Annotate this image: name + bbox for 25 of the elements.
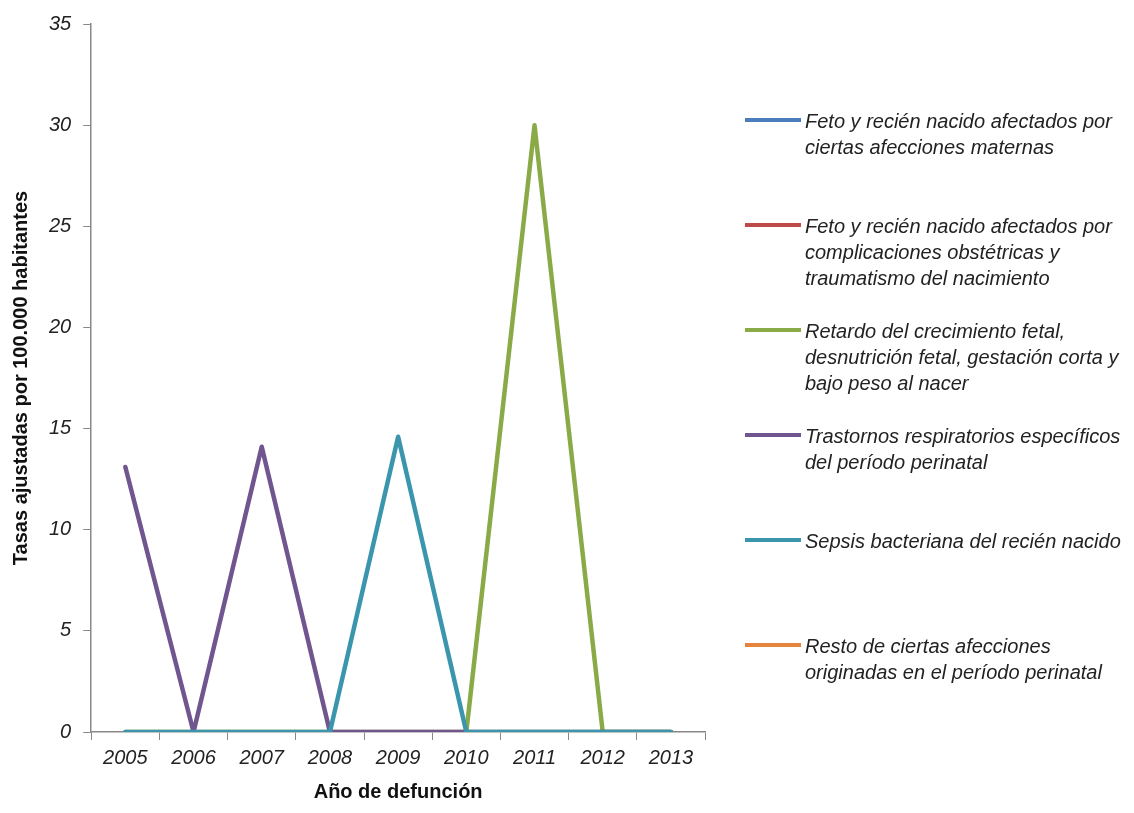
y-tick-label: 15 — [49, 416, 73, 439]
x-axis-title: Año de defunción — [313, 779, 483, 802]
legend-label: Retardo del crecimiento fetal, desnutrición fetal, gestación corta y bajo peso al nacer — [805, 319, 1121, 396]
legend-label: Sepsis bacteriana del recién nacido — [805, 529, 1122, 554]
x-tick-label: 2012 — [579, 745, 625, 768]
x-tick-label: 2013 — [647, 745, 694, 768]
x-tick-label: 2007 — [238, 745, 285, 768]
y-tick-label: 25 — [48, 213, 73, 236]
legend-label: Feto y recién nacido afectados por complicaciones obstétricas y traumatismo del nacimiento — [805, 214, 1114, 291]
x-tick-label: 2011 — [512, 745, 557, 768]
legend-label: Trastornos respiratorios específicos del período perinatal — [805, 424, 1122, 475]
x-tick-label: 2008 — [306, 745, 353, 768]
x-tick-label: 2006 — [170, 745, 217, 768]
x-tick-label: 2009 — [374, 745, 421, 768]
y-tick-label: 35 — [49, 11, 73, 34]
y-tick-label: 30 — [49, 112, 72, 135]
y-tick-label: 10 — [49, 517, 72, 540]
legend-label: Resto de ciertas afecciones originadas en el período perinatal — [805, 634, 1104, 685]
x-tick-label: 2005 — [102, 745, 149, 768]
legend-label: Feto y recién nacido afectados por ciertas afecciones maternas — [805, 109, 1114, 160]
y-tick-label: 0 — [60, 719, 72, 742]
y-tick-label: 5 — [60, 618, 73, 641]
x-tick-label: 2010 — [443, 745, 489, 768]
y-axis-title: Tasas ajustadas por 100.000 habitantes — [8, 190, 31, 566]
y-tick-label: 20 — [48, 314, 72, 337]
